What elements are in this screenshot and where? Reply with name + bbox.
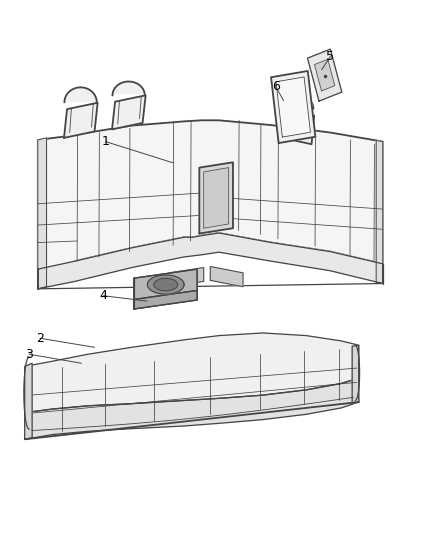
Polygon shape xyxy=(199,163,233,233)
Polygon shape xyxy=(134,290,197,309)
Polygon shape xyxy=(271,71,315,143)
Polygon shape xyxy=(38,120,383,269)
Polygon shape xyxy=(307,49,342,101)
Polygon shape xyxy=(134,269,197,300)
Polygon shape xyxy=(154,278,178,291)
Text: 6: 6 xyxy=(272,80,280,93)
Polygon shape xyxy=(25,364,32,439)
Text: 2: 2 xyxy=(36,332,44,345)
Polygon shape xyxy=(280,109,314,144)
Text: 3: 3 xyxy=(25,348,33,361)
Polygon shape xyxy=(352,345,359,403)
Polygon shape xyxy=(64,103,98,138)
Polygon shape xyxy=(38,138,46,289)
Polygon shape xyxy=(204,167,229,228)
Polygon shape xyxy=(210,266,243,287)
Polygon shape xyxy=(25,378,359,439)
Polygon shape xyxy=(376,141,383,284)
Text: 4: 4 xyxy=(99,289,107,302)
Polygon shape xyxy=(148,275,184,294)
Polygon shape xyxy=(112,95,146,130)
Polygon shape xyxy=(25,333,359,413)
Text: 1: 1 xyxy=(102,135,110,148)
Polygon shape xyxy=(276,77,311,137)
Polygon shape xyxy=(169,268,204,287)
Polygon shape xyxy=(38,233,383,289)
Text: 5: 5 xyxy=(326,50,334,63)
Polygon shape xyxy=(314,59,335,91)
